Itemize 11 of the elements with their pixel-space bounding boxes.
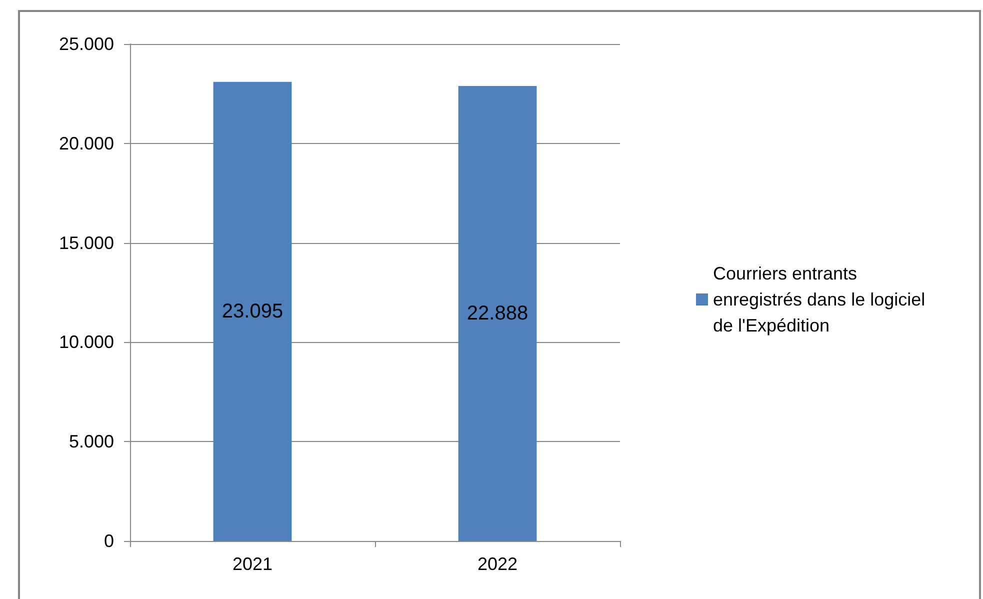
y-tick-label: 0 (104, 531, 114, 551)
y-tick-label: 10.000 (58, 332, 114, 352)
legend-label: Courriers entrants enregistrés dans le logiciel de l'Expédition (713, 264, 930, 336)
x-tick-label: 2022 (477, 554, 518, 574)
y-tick-label: 15.000 (58, 232, 114, 253)
data-label: 22.888 (466, 302, 528, 324)
y-tick-label: 20.000 (58, 133, 114, 154)
x-tick-label: 2021 (232, 554, 273, 574)
data-label: 23.095 (222, 300, 284, 322)
y-tick-label: 25.000 (58, 34, 114, 54)
y-tick-label: 5.000 (68, 432, 114, 452)
